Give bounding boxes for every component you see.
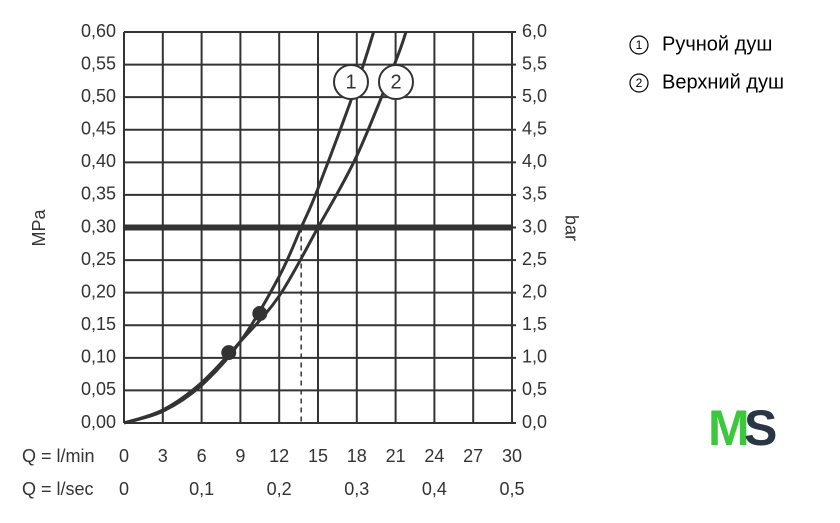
legend-symbol	[629, 35, 649, 55]
y2-tick-label: 1,5	[522, 314, 547, 334]
y2-tick-label: 6,0	[522, 21, 547, 41]
x2-tick-label: 0,4	[422, 479, 447, 499]
y-tick-label: 0,30	[81, 216, 116, 236]
logo-part: M	[708, 400, 747, 456]
y2-tick-label: 3,5	[522, 184, 547, 204]
y-tick-label: 0,00	[81, 412, 116, 432]
y2-axis-label: bar	[561, 215, 581, 241]
x-tick-label: 6	[197, 446, 207, 466]
x-tick-label: 12	[269, 446, 289, 466]
y2-tick-label: 4,0	[522, 151, 547, 171]
x2-tick-label: 0	[119, 479, 129, 499]
curve-label-circle	[333, 64, 369, 100]
legend-symbol-label: 1	[636, 38, 643, 52]
y2-tick-label: 2,5	[522, 249, 547, 269]
curve-label-circle	[378, 64, 414, 100]
curve-label: 2	[390, 71, 401, 93]
y-tick-label: 0,40	[81, 151, 116, 171]
y-tick-label: 0,05	[81, 379, 116, 399]
y2-tick-label: 0,0	[522, 412, 547, 432]
y-tick-label: 0,25	[81, 249, 116, 269]
y-tick-label: 0,55	[81, 53, 116, 73]
y2-tick-label: 4,5	[522, 119, 547, 139]
y2-tick-label: 3,0	[522, 216, 547, 236]
curve	[123, 31, 376, 425]
y2-tick-label: 2,0	[522, 281, 547, 301]
x2-tick-label: 0,1	[189, 479, 214, 499]
x-tick-label: 24	[424, 446, 444, 466]
legend-symbol-label: 2	[636, 76, 643, 90]
y-axis-label: MPa	[29, 209, 49, 247]
y-tick-label: 0,20	[81, 281, 116, 301]
x2-tick-label: 0,5	[499, 479, 524, 499]
y-tick-label: 0,10	[81, 347, 116, 367]
x2-tick-label: 0,2	[267, 479, 292, 499]
y-tick-label: 0,60	[81, 21, 116, 41]
legend-label: Ручной душ	[662, 33, 772, 55]
y-tick-label: 0,15	[81, 314, 116, 334]
x-tick-label: 30	[502, 446, 522, 466]
logo-part: S	[744, 400, 777, 456]
x-tick-label: 21	[386, 446, 406, 466]
y2-tick-label: 5,0	[522, 86, 547, 106]
x-tick-label: 9	[235, 446, 245, 466]
marker-dot	[252, 306, 268, 322]
y2-tick-label: 5,5	[522, 53, 547, 73]
y2-tick-label: 0,5	[522, 379, 547, 399]
legend-label: Верхний душ	[662, 71, 784, 93]
x-tick-label: 18	[347, 446, 367, 466]
y-tick-label: 0,45	[81, 119, 116, 139]
x-tick-label: 3	[158, 446, 168, 466]
x-tick-label: 27	[463, 446, 483, 466]
x2-axis-label: Q = l/sec	[22, 479, 94, 499]
y-tick-label: 0,35	[81, 184, 116, 204]
x-tick-label: 0	[119, 446, 129, 466]
y2-tick-label: 1,0	[522, 347, 547, 367]
x2-tick-label: 0,3	[344, 479, 369, 499]
x-axis-label: Q = l/min	[22, 446, 95, 466]
marker-dot	[221, 345, 237, 361]
x-tick-label: 15	[308, 446, 328, 466]
legend-symbol	[629, 73, 649, 93]
y-tick-label: 0,50	[81, 86, 116, 106]
curve-label: 1	[345, 71, 356, 93]
